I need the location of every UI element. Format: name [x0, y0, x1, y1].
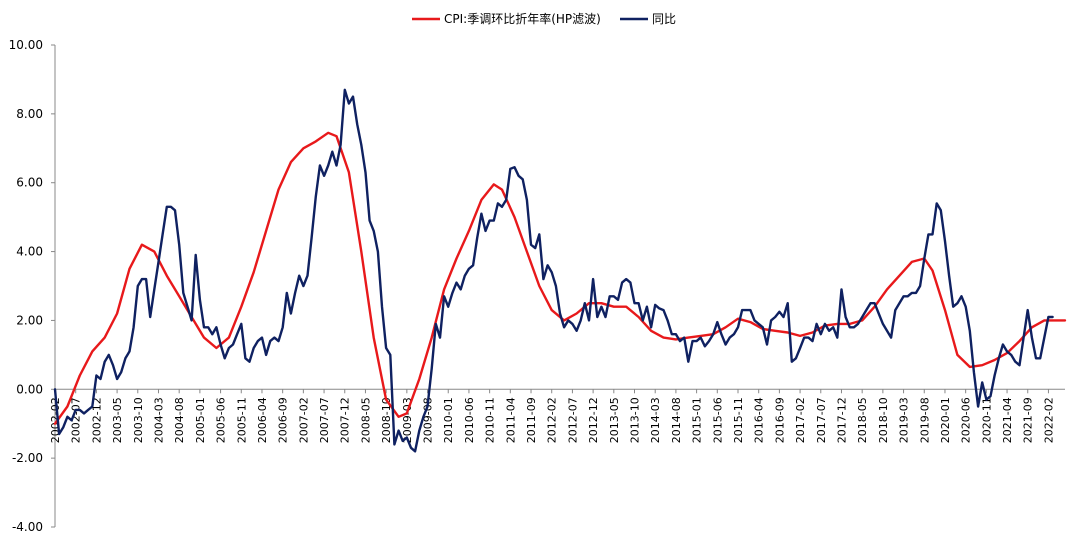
x-tick-label: 2007-12 [339, 397, 352, 443]
x-tick-label: 2010-11 [484, 397, 497, 443]
x-tick-label: 2020-01 [939, 397, 952, 443]
y-tick-label: 10.00 [9, 38, 43, 52]
y-tick-label: -2.00 [12, 451, 43, 465]
x-tick-label: 2002-12 [90, 397, 103, 443]
x-tick-label: 2012-12 [587, 397, 600, 443]
x-tick-label: 2009-03 [401, 397, 414, 443]
x-tick-label: 2016-04 [753, 397, 766, 443]
x-tick-label: 2003-05 [111, 397, 124, 443]
x-tick-label: 2008-10 [380, 397, 393, 443]
x-tick-label: 2018-10 [877, 397, 890, 443]
legend: CPI:季调环比折年率(HP滤波) 同比 [412, 11, 676, 26]
y-tick-label: 0.00 [16, 382, 43, 396]
legend-label-yoy: 同比 [652, 12, 676, 26]
x-tick-label: 2020-06 [960, 397, 973, 443]
x-tick-label: 2019-03 [898, 397, 911, 443]
x-tick-label: 2019-08 [918, 397, 931, 443]
y-tick-label: 6.00 [16, 176, 43, 190]
x-tick-label: 2004-08 [173, 397, 186, 443]
x-tick-label: 2021-04 [1001, 397, 1014, 443]
y-tick-label: -4.00 [12, 520, 43, 534]
x-tick-label: 2007-07 [318, 397, 331, 443]
legend-label-cpi-hp: CPI:季调环比折年率(HP滤波) [444, 11, 601, 26]
x-tick-label: 2005-11 [235, 397, 248, 443]
x-tick-label: 2011-04 [504, 397, 517, 443]
x-tick-label: 2011-09 [525, 397, 538, 443]
x-tick-label: 2017-12 [835, 397, 848, 443]
x-tick-label: 2016-09 [773, 397, 786, 443]
x-tick-label: 2005-06 [215, 397, 228, 443]
y-axis: -4.00 -2.00 0.00 2.00 4.00 6.00 8.00 10.00 [9, 38, 56, 534]
series-line-yoy [53, 88, 1054, 453]
y-tick-label: 4.00 [16, 245, 43, 259]
x-tick-label: 2017-07 [815, 397, 828, 443]
x-tick-label: 2014-03 [649, 397, 662, 443]
x-tick-label: 2004-03 [152, 397, 165, 443]
x-tick-label: 2021-09 [1022, 397, 1035, 443]
series-layer [53, 88, 1067, 453]
series-line-cpi-hp [53, 131, 1067, 425]
x-tick-label: 2009-08 [422, 397, 435, 443]
x-tick-label: 2006-09 [277, 397, 290, 443]
x-tick-label: 2010-01 [442, 397, 455, 443]
x-tick-label: 2020-11 [980, 397, 993, 443]
x-tick-label: 2013-10 [629, 397, 642, 443]
x-tick-label: 2003-10 [132, 397, 145, 443]
x-tick-label: 2005-01 [194, 397, 207, 443]
x-tick-label: 2014-08 [670, 397, 683, 443]
x-axis: 2002-02 2002-07 2002-12 2003-05 2003-10 2004-… [49, 388, 1065, 443]
x-tick-label: 2012-07 [566, 397, 579, 443]
y-tick-label: 2.00 [16, 313, 43, 327]
y-tick-label: 8.00 [16, 107, 43, 121]
x-tick-label: 2015-06 [711, 397, 724, 443]
x-tick-label: 2008-05 [359, 397, 372, 443]
x-tick-label: 2006-04 [256, 397, 269, 443]
x-tick-label: 2015-01 [691, 397, 704, 443]
x-tick-label: 2022-02 [1042, 397, 1055, 443]
x-tick-label: 2015-11 [732, 397, 745, 443]
x-tick-label: 2010-06 [463, 397, 476, 443]
x-tick-label: 2017-02 [794, 397, 807, 443]
x-tick-label: 2012-02 [546, 397, 559, 443]
x-tick-label: 2018-05 [856, 397, 869, 443]
x-tick-label: 2013-05 [608, 397, 621, 443]
x-tick-label: 2007-02 [297, 397, 310, 443]
